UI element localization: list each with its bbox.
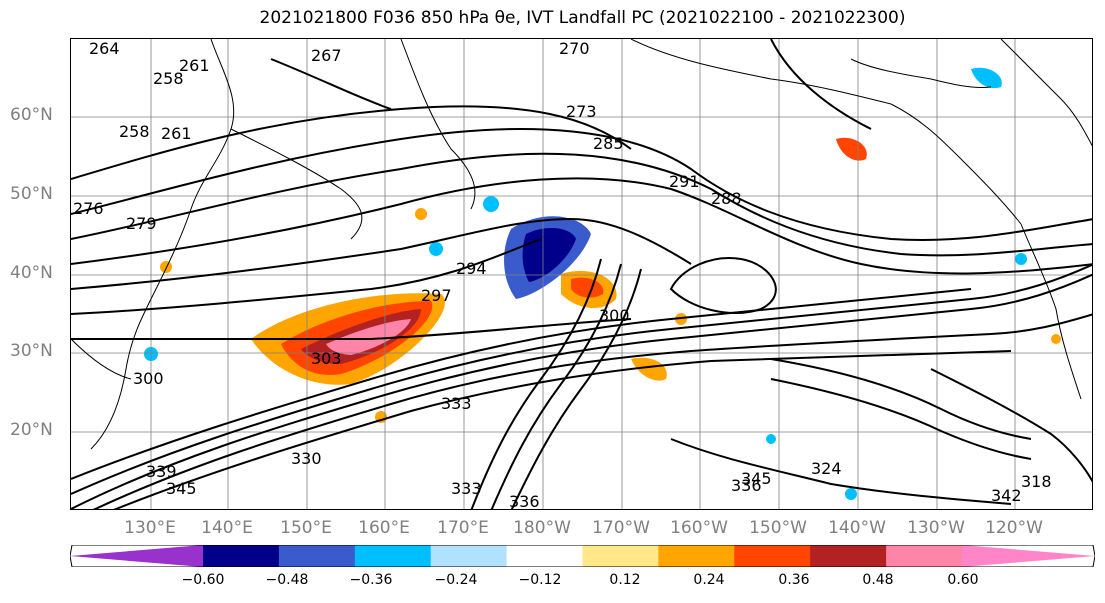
colorbar-tick-label: −0.24 [434,572,478,588]
contour-label: 261 [161,124,192,143]
longitude-label: 120°W [985,518,1043,538]
contour-label: 336 [509,492,540,510]
map-title: 2021021800 F036 850 hPa θe, IVT Landfall… [259,8,906,28]
colorbar-extend-low [70,545,203,567]
longitude-label: 130°W [907,518,965,538]
colorbar-tick-label: −0.36 [349,572,393,588]
colorbar-tick-label: 0.24 [693,572,725,588]
contour-label: 258 [119,122,150,141]
contour-label: 330 [291,449,322,468]
colorbar-segment [810,545,887,567]
longitude-label: 150°W [749,518,807,538]
contour-label: 345 [741,469,772,488]
map-canvas: 264 261 258 267 270 273 258 261 276 279 … [71,39,1092,510]
contour-label: 267 [311,46,342,65]
latitude-label: 20°N [10,420,53,440]
colorbar-segment [354,545,432,567]
contour-label: 333 [451,479,482,498]
contour-label: 273 [566,102,597,121]
latitude-label: 30°N [10,341,53,361]
longitude-label: 180°W [513,518,571,538]
contour-label: 336 [731,476,762,495]
colorbar-tick-label: 0.36 [778,572,810,588]
contour-label: 300 [133,369,164,388]
contour-label: 270 [559,39,590,58]
colorbar-tick-label: −0.12 [518,572,562,588]
longitude-label: 170°W [592,518,650,538]
colorbar-tick-label: 0.12 [609,572,641,588]
contour-label: 303 [311,349,342,368]
contour-label: 333 [441,394,472,413]
colorbar-segments [70,545,1095,567]
contour-label: 276 [73,199,104,218]
colorbar-segment [430,545,508,567]
contour-label: 285 [593,134,624,153]
latitude-label: 40°N [10,263,53,283]
colorbar [70,545,1095,567]
contour-label: 342 [991,486,1022,505]
colorbar-segment [734,545,811,567]
colorbar-tick-label: 0.48 [862,572,894,588]
longitude-label: 150°E [280,518,332,538]
contour-label: 279 [126,214,157,233]
contour-label: 288 [711,189,742,208]
colorbar-tick-label: −0.48 [265,572,309,588]
latitude-label: 50°N [10,184,53,204]
colorbar-tick-label: 0.60 [947,572,979,588]
colorbar-tick-label: −0.60 [181,572,225,588]
contour-label: 297 [421,286,452,305]
contour-label: 318 [1021,472,1052,491]
contour-label: 264 [89,39,120,58]
longitude-label: 130°E [124,518,176,538]
contour-label: 339 [146,462,177,481]
contour-label-group: 264 261 258 267 270 273 258 261 276 279 … [73,39,1052,510]
longitude-label: 160°W [670,518,728,538]
longitude-label: 140°W [828,518,886,538]
latitude-label: 60°N [10,105,53,125]
map-panel: 264 261 258 267 270 273 258 261 276 279 … [70,38,1093,510]
contour-label: 294 [456,259,487,278]
contour-label: 258 [153,69,184,88]
colorbar-segment [658,545,735,567]
contour-label: 300 [599,306,630,325]
longitude-label: 160°E [358,518,410,538]
colorbar-segment [506,545,583,567]
colorbar-segment [886,545,963,567]
longitude-label: 140°E [201,518,253,538]
colorbar-segment [582,545,659,567]
colorbar-segment [203,545,280,567]
contour-label: 261 [179,56,210,75]
colorbar-extend-high [962,545,1095,567]
coastlines [71,39,1092,450]
longitude-label: 170°E [437,518,489,538]
theta-e-contours [71,39,1092,509]
contour-label: 345 [166,479,197,498]
contour-label: 291 [669,172,700,191]
contour-label: 324 [811,459,842,478]
colorbar-segment [278,545,356,567]
